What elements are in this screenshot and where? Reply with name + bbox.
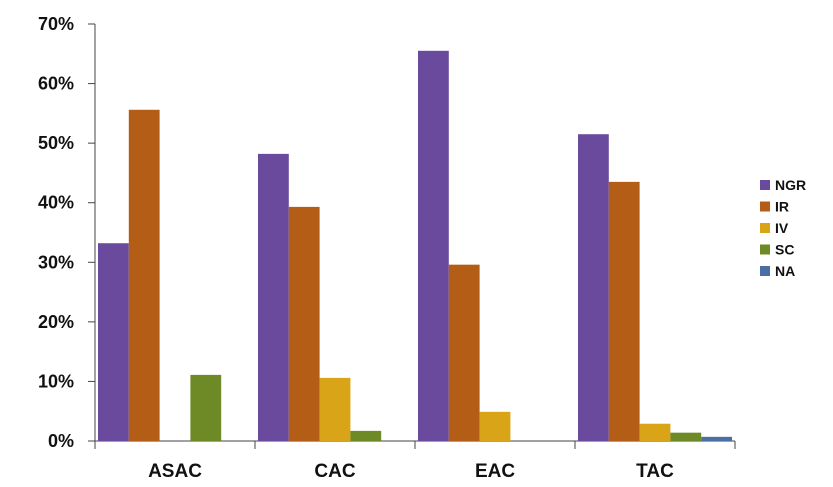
legend-swatch-na [760,266,770,276]
y-tick-label: 0% [48,431,74,451]
bar-ngr-tac [578,134,609,441]
y-tick-label: 30% [38,252,74,272]
category-label: EAC [475,461,515,482]
legend-swatch-iv [760,223,770,233]
bar-ir-tac [608,181,640,441]
bar-iv-cac [319,377,351,441]
y-tick-label: 60% [38,74,74,94]
category-label: CAC [314,461,355,482]
y-tick-label: 10% [38,371,74,391]
bar-na-tac [701,436,732,441]
bar-ir-eac [448,264,480,441]
legend-swatch-ir [760,201,770,212]
y-tick-label: 20% [38,312,74,332]
bar-ir-cac [288,206,320,441]
bar-iv-eac [479,411,511,441]
legend-swatch-sc [760,244,770,255]
category-label: ASAC [148,461,202,482]
legend-label-sc: SC [775,242,794,258]
bar-ngr-eac [418,50,449,442]
category-label: TAC [636,461,674,482]
y-tick-label: 70% [38,14,74,34]
y-tick-label: 50% [38,133,74,153]
legend-label-ngr: NGR [775,177,806,193]
bar-sc-tac [670,432,702,441]
bar-ir-asac [128,109,160,441]
legend: NGR IR IV SC NA [760,177,806,279]
y-tick-label: 40% [38,193,74,213]
x-axis: ASAC CAC EAC TAC [94,440,736,482]
bar-iv-tac [639,423,671,441]
y-axis: 0% 10% 20% 30% 40% 50% 60% 70% [38,14,96,451]
legend-label-ir: IR [775,199,789,215]
bars [98,50,732,442]
bar-ngr-cac [258,153,289,441]
legend-label-na: NA [775,263,795,279]
legend-swatch-ngr [760,180,770,190]
bar-sc-cac [350,430,382,441]
bar-ngr-asac [98,243,129,441]
legend-label-iv: IV [775,220,789,236]
bar-sc-asac [190,374,222,441]
